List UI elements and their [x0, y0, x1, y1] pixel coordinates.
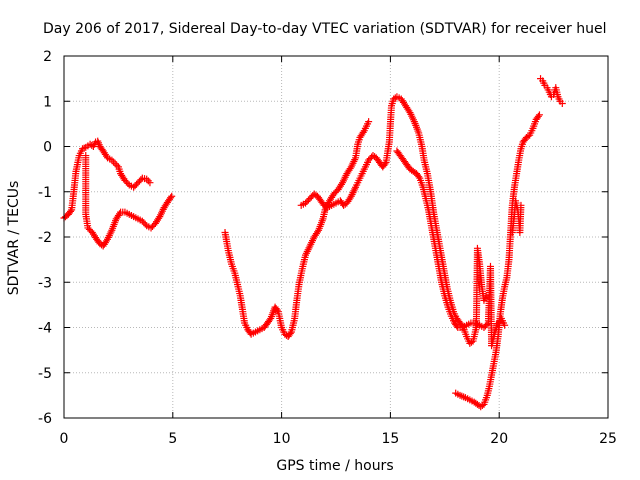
x-tick-label: 25 — [599, 431, 617, 447]
series-segment-4 — [297, 93, 490, 347]
point-markers — [508, 197, 525, 236]
y-tick-label: -5 — [38, 366, 52, 382]
data-points — [60, 75, 566, 411]
x-tick-label: 20 — [490, 431, 508, 447]
series-segment-6 — [452, 111, 543, 411]
x-tick-label: 5 — [168, 431, 177, 447]
x-tick-label: 0 — [60, 431, 69, 447]
series-segment-5 — [393, 147, 509, 350]
point-markers — [537, 75, 566, 108]
y-tick-label: 1 — [43, 94, 52, 110]
y-tick-label: 2 — [43, 49, 52, 65]
chart-title: Day 206 of 2017, Sidereal Day-to-day VTE… — [43, 21, 606, 37]
x-axis-label: GPS time / hours — [276, 458, 393, 474]
grid-lines — [64, 56, 608, 418]
y-tick-label: -1 — [38, 185, 52, 201]
y-tick-label: 0 — [43, 140, 52, 156]
point-markers — [221, 118, 373, 341]
y-axis-label: SDTVAR / TECUs — [6, 181, 22, 296]
series-segment-8 — [508, 197, 525, 236]
point-markers — [60, 137, 154, 222]
series-segment-1 — [60, 137, 154, 222]
y-tick-label: -4 — [38, 321, 52, 337]
y-tick-label: -3 — [38, 275, 52, 291]
series-segment-3 — [221, 118, 373, 341]
series-segment-7 — [537, 75, 566, 108]
y-tick-label: -2 — [38, 230, 52, 246]
point-markers — [82, 152, 176, 250]
series-segment-2 — [82, 152, 176, 250]
point-markers — [297, 93, 490, 347]
point-markers — [393, 147, 509, 350]
y-tick-label: -6 — [38, 411, 52, 427]
point-markers — [452, 111, 543, 411]
x-tick-label: 15 — [381, 431, 399, 447]
x-tick-label: 10 — [273, 431, 291, 447]
